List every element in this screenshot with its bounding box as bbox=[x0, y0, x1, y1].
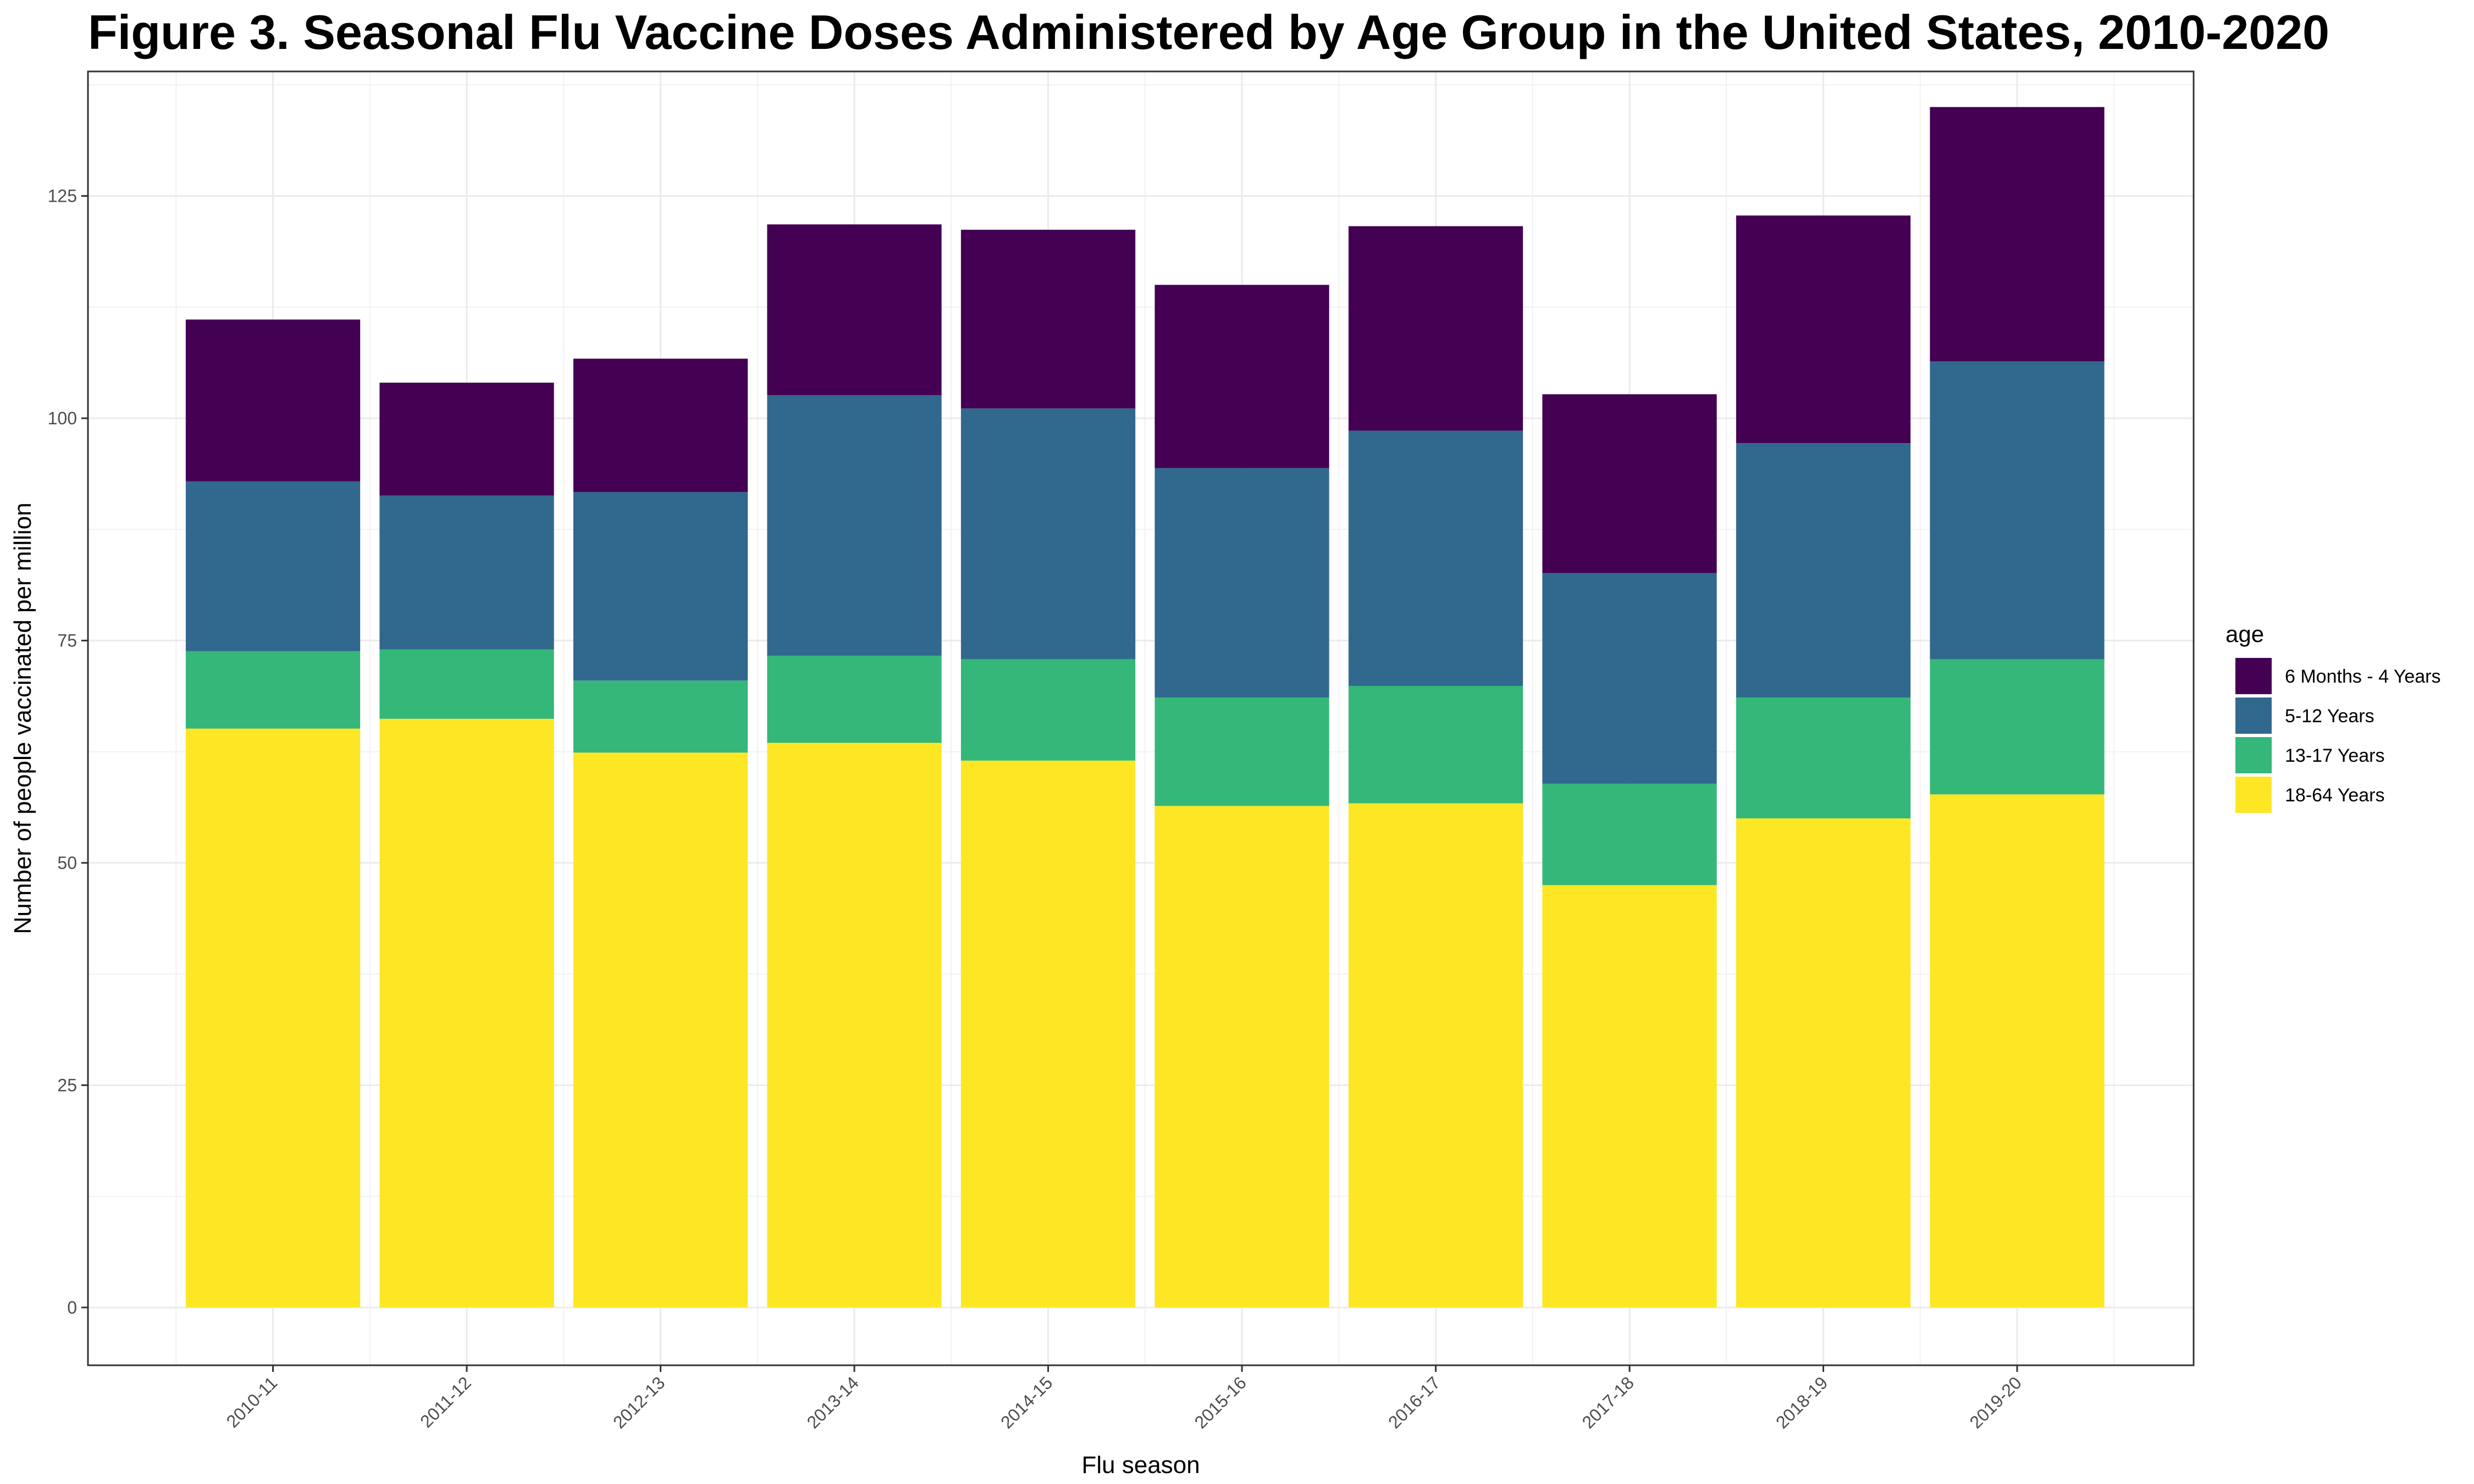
bar-5-12-years-2017-18 bbox=[1542, 573, 1717, 784]
x-axis-title: Flu season bbox=[1081, 1452, 1200, 1479]
y-tick-label: 75 bbox=[57, 630, 77, 650]
bar-6-months-4-years-2011-12 bbox=[379, 383, 554, 496]
bar-13-17-years-2016-17 bbox=[1348, 685, 1523, 804]
bar-5-12-years-2013-14 bbox=[767, 395, 942, 656]
bar-5-12-years-2014-15 bbox=[960, 408, 1136, 660]
bar-6-months-4-years-2012-13 bbox=[573, 358, 748, 492]
legend-swatch bbox=[2235, 737, 2272, 773]
y-tick-label: 125 bbox=[48, 186, 77, 206]
bar-18-64-years-2014-15 bbox=[960, 760, 1136, 1308]
legend-swatch bbox=[2235, 697, 2272, 734]
bar-6-months-4-years-2014-15 bbox=[960, 229, 1136, 409]
bar-5-12-years-2019-20 bbox=[1930, 361, 2105, 660]
legend-swatch bbox=[2235, 777, 2272, 813]
legend-label: 5-12 Years bbox=[2285, 706, 2374, 727]
bar-18-64-years-2012-13 bbox=[573, 752, 748, 1308]
bar-5-12-years-2010-11 bbox=[185, 481, 361, 651]
bar-5-12-years-2015-16 bbox=[1155, 468, 1329, 697]
x-tick-label: 2010-11 bbox=[223, 1372, 281, 1431]
bar-13-17-years-2015-16 bbox=[1155, 697, 1329, 806]
bar-13-17-years-2014-15 bbox=[960, 659, 1136, 761]
bar-18-64-years-2010-11 bbox=[185, 728, 361, 1308]
legend-label: 18-64 Years bbox=[2285, 785, 2385, 806]
legend: age 6 Months - 4 Years 5-12 Years 13-17 Ye… bbox=[2226, 621, 2441, 813]
bar-18-64-years-2018-19 bbox=[1736, 818, 1911, 1308]
chart-title: Figure 3. Seasonal Flu Vaccine Doses Adm… bbox=[88, 5, 2329, 59]
bars bbox=[185, 107, 2105, 1308]
bar-6-months-4-years-2010-11 bbox=[185, 319, 361, 481]
bar-18-64-years-2019-20 bbox=[1930, 794, 2105, 1308]
y-tick-label: 100 bbox=[48, 408, 77, 428]
y-axis: 0 25 50 75 100 125 bbox=[48, 186, 88, 1317]
bar-6-months-4-years-2019-20 bbox=[1930, 107, 2105, 362]
y-axis-title: Number of people vaccinated per million bbox=[9, 502, 36, 934]
panel-border bbox=[87, 70, 2195, 1366]
bar-6-months-4-years-2015-16 bbox=[1155, 285, 1329, 468]
bar-13-17-years-2011-12 bbox=[379, 649, 554, 719]
bar-5-12-years-2016-17 bbox=[1348, 430, 1523, 686]
bar-18-64-years-2013-14 bbox=[767, 743, 942, 1308]
bar-6-months-4-years-2018-19 bbox=[1736, 215, 1911, 444]
bar-6-months-4-years-2016-17 bbox=[1348, 226, 1523, 431]
bar-6-months-4-years-2013-14 bbox=[767, 224, 942, 395]
x-tick-label: 2018-19 bbox=[1772, 1372, 1831, 1432]
y-tick-label: 0 bbox=[67, 1298, 77, 1317]
bar-18-64-years-2016-17 bbox=[1348, 803, 1523, 1308]
x-tick-label: 2011-12 bbox=[416, 1372, 475, 1431]
bar-13-17-years-2018-19 bbox=[1736, 697, 1911, 819]
bar-13-17-years-2013-14 bbox=[767, 655, 942, 743]
bar-6-months-4-years-2017-18 bbox=[1542, 394, 1717, 573]
x-tick-label: 2019-20 bbox=[1965, 1372, 2025, 1432]
y-tick-label: 50 bbox=[57, 853, 77, 873]
bar-5-12-years-2018-19 bbox=[1736, 443, 1911, 697]
x-tick-label: 2013-14 bbox=[803, 1372, 862, 1432]
bar-13-17-years-2017-18 bbox=[1542, 783, 1717, 885]
bar-18-64-years-2017-18 bbox=[1542, 885, 1717, 1308]
y-tick-label: 25 bbox=[57, 1075, 77, 1095]
x-tick-label: 2014-15 bbox=[997, 1372, 1056, 1432]
x-axis: 2010-11 2011-12 2012-13 2013-14 2014-15 2015-… bbox=[223, 1365, 2025, 1432]
bar-13-17-years-2010-11 bbox=[185, 651, 361, 729]
bar-13-17-years-2012-13 bbox=[573, 680, 748, 753]
bar-13-17-years-2019-20 bbox=[1930, 659, 2105, 795]
bar-18-64-years-2011-12 bbox=[379, 718, 554, 1308]
bar-5-12-years-2011-12 bbox=[379, 495, 554, 650]
x-tick-label: 2016-17 bbox=[1384, 1372, 1444, 1432]
x-tick-label: 2015-16 bbox=[1190, 1372, 1250, 1432]
x-tick-label: 2017-18 bbox=[1578, 1372, 1637, 1432]
legend-label: 13-17 Years bbox=[2285, 745, 2385, 766]
legend-title: age bbox=[2226, 621, 2264, 647]
legend-swatch bbox=[2235, 658, 2272, 694]
legend-label: 6 Months - 4 Years bbox=[2285, 666, 2441, 687]
x-tick-label: 2012-13 bbox=[609, 1372, 669, 1432]
bar-18-64-years-2015-16 bbox=[1155, 806, 1329, 1308]
bar-5-12-years-2012-13 bbox=[573, 492, 748, 681]
